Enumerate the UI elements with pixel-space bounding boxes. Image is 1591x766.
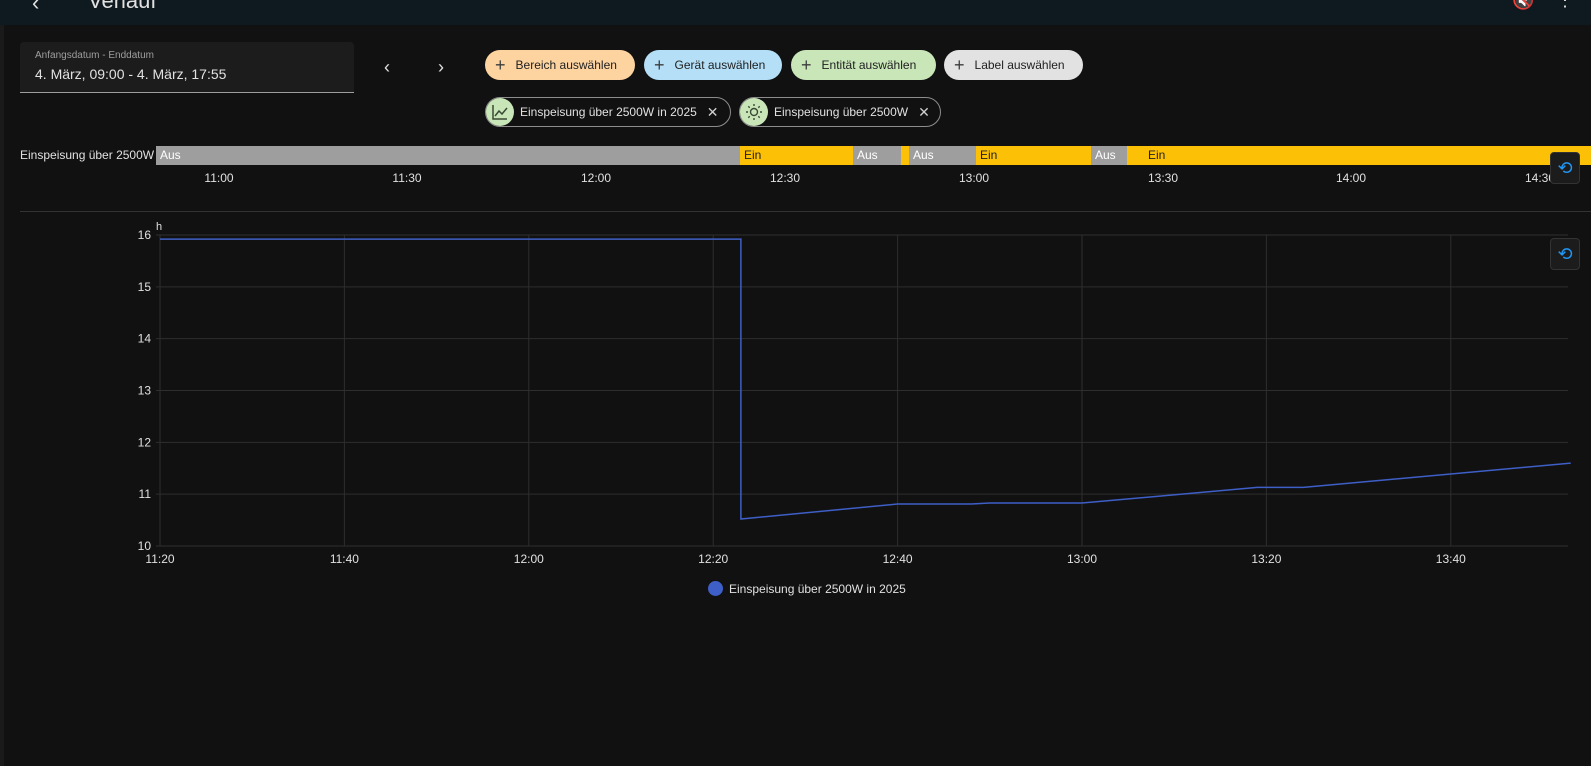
timeline-tick: 14:00 xyxy=(1335,171,1367,185)
left-border xyxy=(0,0,4,766)
legend-label: Einspeisung über 2500W in 2025 xyxy=(729,581,906,596)
y-tick-label: 12 xyxy=(138,435,152,449)
timeline-segment[interactable] xyxy=(1127,146,1144,165)
x-tick-label: 11:40 xyxy=(330,552,359,566)
plus-icon: + xyxy=(954,55,965,75)
plus-icon: + xyxy=(495,55,506,75)
sun-icon xyxy=(740,98,768,126)
device-select-chip[interactable]: + Gerät auswählen xyxy=(644,50,782,80)
timeline-segment[interactable]: Ein xyxy=(740,146,853,165)
label-select-chip[interactable]: + Label auswählen xyxy=(944,50,1083,80)
timeline-segment[interactable]: Aus xyxy=(156,146,740,165)
history-line-chart[interactable]: h 10 11 12 13 14 15 16 11:20 11:40 12:00 12:20 12:4… xyxy=(0,215,1591,615)
y-tick-label: 11 xyxy=(139,487,152,501)
previous-period-button[interactable]: ‹ xyxy=(384,57,390,77)
selected-entity-label: Einspeisung über 2500W xyxy=(774,105,909,119)
y-tick-label: 10 xyxy=(138,539,152,553)
timeline-entity-label: Einspeisung über 2500W xyxy=(20,148,155,162)
selected-entity-chip[interactable]: Einspeisung über 2500W in 2025 ✕ xyxy=(485,97,731,127)
y-tick-label: 13 xyxy=(138,384,152,398)
more-icon[interactable]: ⋮ xyxy=(1556,0,1574,10)
timeline-segment[interactable]: Aus xyxy=(909,146,976,165)
selected-entity-chip[interactable]: Einspeisung über 2500W ✕ xyxy=(739,97,941,127)
reset-zoom-button[interactable]: ⟲ xyxy=(1550,152,1580,184)
mute-icon[interactable]: 🔇 xyxy=(1512,0,1535,10)
timeline-tick: 13:30 xyxy=(1147,171,1179,185)
date-range-label: Anfangsdatum - Enddatum xyxy=(35,50,154,61)
back-icon[interactable]: ‹ xyxy=(32,0,40,15)
timeline-tick: 11:00 xyxy=(204,171,234,185)
timeline-segment[interactable]: Ein xyxy=(976,146,1091,165)
x-tick-label: 13:20 xyxy=(1251,552,1281,566)
date-range-value: 4. März, 09:00 - 4. März, 17:55 xyxy=(35,66,227,82)
y-tick-label: 16 xyxy=(138,228,152,242)
timeline-tick: 11:30 xyxy=(392,171,422,185)
timeline-tick: 14:30 xyxy=(1524,171,1556,185)
page-title: Verlauf xyxy=(88,0,157,13)
timeline-tick: 12:30 xyxy=(769,171,801,185)
entity-select-chip[interactable]: + Entität auswählen xyxy=(791,50,936,80)
remove-icon[interactable]: ✕ xyxy=(706,103,719,120)
plus-icon: + xyxy=(654,55,665,75)
timeline-segment[interactable]: Ein xyxy=(1144,146,1591,165)
timeline-tick: 13:00 xyxy=(958,171,990,185)
label-select-label: Label auswählen xyxy=(974,58,1065,72)
chart-line-icon xyxy=(486,98,514,126)
x-tick-label: 12:00 xyxy=(514,552,544,566)
device-select-label: Gerät auswählen xyxy=(674,58,766,72)
next-period-button[interactable]: › xyxy=(438,57,444,77)
entity-select-label: Entität auswählen xyxy=(821,58,917,72)
legend-dot xyxy=(708,581,723,596)
x-tick-label: 12:40 xyxy=(883,552,913,566)
selected-entity-label: Einspeisung über 2500W in 2025 xyxy=(520,105,697,119)
area-select-label: Bereich auswählen xyxy=(515,58,617,72)
x-tick-label: 13:40 xyxy=(1436,552,1466,566)
remove-icon[interactable]: ✕ xyxy=(918,103,930,120)
date-range-picker[interactable]: Anfangsdatum - Enddatum 4. März, 09:00 -… xyxy=(20,42,354,93)
top-app-bar: ‹ Verlauf 🔇 ⋮ xyxy=(0,0,1591,25)
timeline-tick: 12:00 xyxy=(580,171,612,185)
y-tick-label: 15 xyxy=(138,280,152,294)
series-line[interactable] xyxy=(160,238,1571,520)
x-tick-label: 13:00 xyxy=(1067,552,1097,566)
y-axis-unit: h xyxy=(156,221,162,233)
timeline-segment[interactable]: Aus xyxy=(853,146,901,165)
x-tick-label: 12:20 xyxy=(698,552,728,566)
section-divider xyxy=(20,211,1591,212)
reset-zoom-button[interactable]: ⟲ xyxy=(1550,238,1580,270)
timeline-segment[interactable]: Aus xyxy=(1091,146,1127,165)
area-select-chip[interactable]: + Bereich auswählen xyxy=(485,50,635,80)
chart-legend-item[interactable]: Einspeisung über 2500W in 2025 xyxy=(708,581,906,596)
timeline-segment[interactable] xyxy=(901,146,909,165)
y-tick-label: 14 xyxy=(138,332,152,346)
x-tick-label: 11:20 xyxy=(145,552,174,566)
plus-icon: + xyxy=(801,55,812,75)
